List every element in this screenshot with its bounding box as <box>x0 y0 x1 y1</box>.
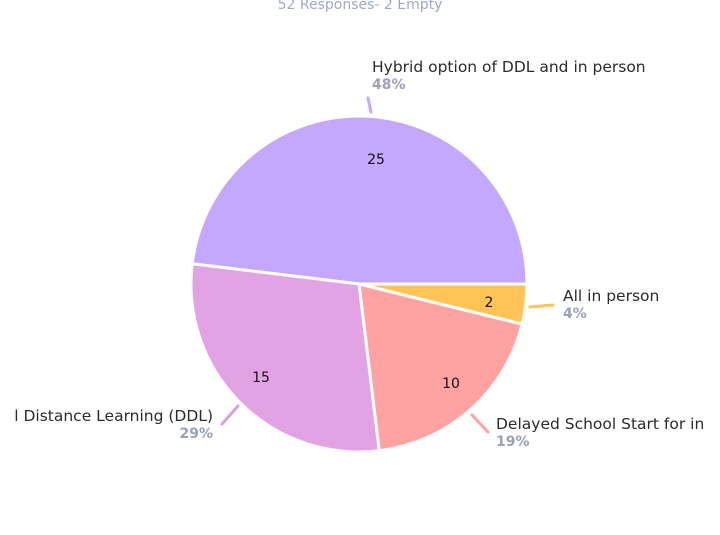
slice-category-label: Delayed School Start for in <box>496 415 704 433</box>
slice-percent-label: 29% <box>179 426 213 442</box>
pie-slice <box>189 262 381 454</box>
pie-slice <box>190 114 529 286</box>
pie-slices <box>189 114 529 454</box>
slice-category-label: l Distance Learning (DDL) <box>14 407 213 425</box>
pie-leader-lines <box>220 96 555 434</box>
chart-subtitle: 52 Responses- 2 Empty <box>277 0 443 13</box>
slice-value-label: 10 <box>442 376 460 392</box>
slice-category-label: All in person <box>563 287 659 305</box>
slice-percent-label: 19% <box>496 434 530 450</box>
pie-slice <box>357 282 524 453</box>
slice-leader-line <box>470 413 490 434</box>
slice-value-label: 15 <box>252 370 270 386</box>
slice-value-label: 2 <box>485 295 494 311</box>
slice-leader-line <box>528 303 555 309</box>
slice-leader-line <box>220 404 240 426</box>
slice-percent-label: 4% <box>563 306 587 322</box>
slice-leader-line <box>366 96 373 114</box>
slice-category-label: Hybrid option of DDL and in person <box>372 58 646 76</box>
slice-percent-label: 48% <box>372 77 406 93</box>
slice-value-label: 25 <box>367 152 385 168</box>
